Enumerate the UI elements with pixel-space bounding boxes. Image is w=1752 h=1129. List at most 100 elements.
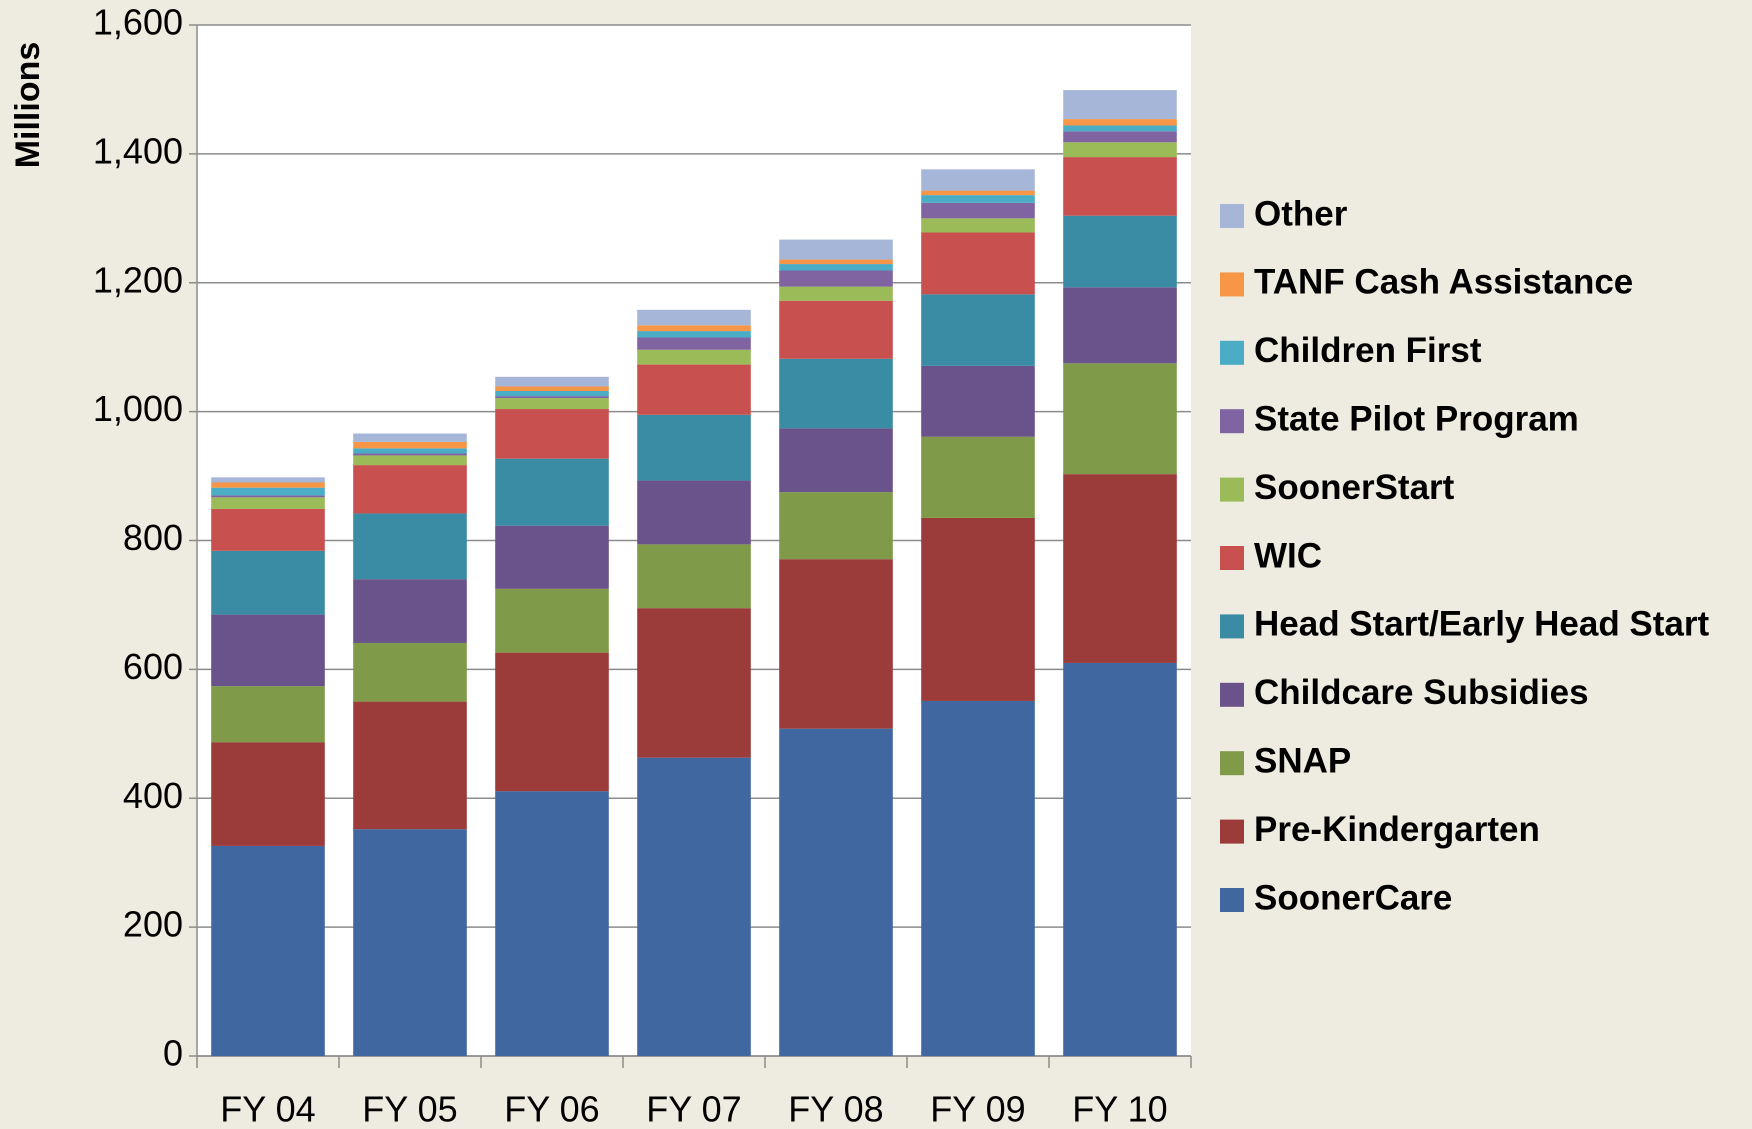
x-tick-label: FY 06 xyxy=(504,1089,599,1129)
bar-segment xyxy=(1063,90,1177,120)
legend-label: Head Start/Early Head Start xyxy=(1254,605,1710,644)
legend-label: SoonerStart xyxy=(1254,468,1455,507)
bar-segment xyxy=(779,300,893,359)
bar-segment xyxy=(637,544,751,609)
bar-segment xyxy=(353,453,467,456)
bar-segment xyxy=(637,414,751,481)
bar-segment xyxy=(353,455,467,466)
legend-swatch xyxy=(1220,204,1244,228)
x-tick-label: FY 04 xyxy=(220,1089,315,1129)
bar-segment xyxy=(779,728,893,1056)
bar-segment xyxy=(779,270,893,287)
bar-segment xyxy=(921,294,1035,366)
bar-segment xyxy=(921,517,1035,701)
x-tick-label: FY 08 xyxy=(788,1089,883,1129)
bar-segment xyxy=(921,195,1035,203)
bar-segment xyxy=(921,218,1035,233)
bar-segment xyxy=(211,477,325,483)
bar-segment xyxy=(637,325,751,332)
bar-segment xyxy=(1063,131,1177,143)
legend-label: Pre-Kindergarten xyxy=(1254,810,1540,849)
bar-segment xyxy=(779,358,893,429)
bar-segment xyxy=(921,190,1035,196)
bar-segment xyxy=(637,480,751,545)
bar-segment xyxy=(779,492,893,560)
x-tick-label: FY 10 xyxy=(1072,1089,1167,1129)
bar-segment xyxy=(495,391,609,397)
bar-segment xyxy=(1063,215,1177,288)
legend-swatch xyxy=(1220,546,1244,570)
bar-segment xyxy=(779,264,893,271)
bar-segment xyxy=(921,169,1035,191)
bar-segment xyxy=(353,701,467,830)
bar-segment xyxy=(637,337,751,350)
legend-label: State Pilot Program xyxy=(1254,399,1579,438)
bar-segment xyxy=(779,559,893,729)
y-tick-label: 800 xyxy=(123,517,183,558)
legend-label: WIC xyxy=(1254,536,1322,575)
bar-segment xyxy=(1063,363,1177,475)
bar-segment xyxy=(637,608,751,758)
y-tick-label: 200 xyxy=(123,904,183,945)
y-tick-label: 600 xyxy=(123,646,183,687)
legend-swatch xyxy=(1220,340,1244,365)
legend-swatch xyxy=(1220,888,1244,912)
bar-segment xyxy=(353,642,467,702)
bar-segment xyxy=(353,465,467,514)
bar-segment xyxy=(779,259,893,265)
legend-swatch xyxy=(1220,477,1244,502)
bar-segment xyxy=(495,791,609,1056)
bar-segment xyxy=(637,364,751,415)
legend-swatch xyxy=(1220,272,1244,297)
bar-segment xyxy=(211,495,325,498)
bar-segment xyxy=(1063,474,1177,663)
bar-segment xyxy=(211,686,325,743)
bar-segment xyxy=(1063,125,1177,132)
bar-segment xyxy=(353,441,467,449)
legend-label: Childcare Subsidies xyxy=(1254,673,1589,712)
legend-label: Other xyxy=(1254,194,1348,233)
bar-segment xyxy=(211,508,325,551)
legend-label: Children First xyxy=(1254,331,1482,370)
bar-segment xyxy=(495,396,609,399)
bar-segment xyxy=(779,428,893,493)
bar-segment xyxy=(779,286,893,301)
bar-segment xyxy=(353,448,467,454)
bar-segment xyxy=(921,202,1035,219)
x-tick-label: FY 07 xyxy=(646,1089,741,1129)
legend-label: TANF Cash Assistance xyxy=(1254,263,1633,302)
bar-segment xyxy=(495,525,609,589)
bar-segment xyxy=(495,398,609,410)
bar-segment xyxy=(495,588,609,653)
y-tick-label: 1,400 xyxy=(93,130,183,171)
bar-segment xyxy=(211,614,325,687)
bar-segment xyxy=(353,433,467,442)
bar-segment xyxy=(1063,119,1177,126)
bar-segment xyxy=(921,700,1035,1056)
y-axis-label: Millions xyxy=(9,42,47,169)
bar-segment xyxy=(921,232,1035,295)
bar-segment xyxy=(353,829,467,1056)
x-tick-label: FY 05 xyxy=(362,1089,457,1129)
bar-segment xyxy=(1063,287,1177,364)
bar-segment xyxy=(779,239,893,260)
bar-segment xyxy=(495,458,609,526)
x-tick-label: FY 09 xyxy=(930,1089,1025,1129)
legend-swatch xyxy=(1220,751,1244,776)
y-tick-label: 400 xyxy=(123,775,183,816)
legend-swatch xyxy=(1220,409,1244,434)
y-tick-label: 0 xyxy=(163,1033,183,1074)
bar-segment xyxy=(921,436,1035,518)
legend-swatch xyxy=(1220,682,1244,707)
bar-segment xyxy=(211,845,325,1056)
legend-label: SNAP xyxy=(1254,741,1351,780)
y-tick-label: 1,200 xyxy=(93,259,183,300)
bar-segment xyxy=(637,349,751,365)
bar-segment xyxy=(353,579,467,643)
bar-segment xyxy=(211,482,325,488)
bar-segment xyxy=(1063,142,1177,158)
bar-segment xyxy=(1063,662,1177,1056)
bar-segment xyxy=(353,513,467,580)
bar-segment xyxy=(495,409,609,459)
